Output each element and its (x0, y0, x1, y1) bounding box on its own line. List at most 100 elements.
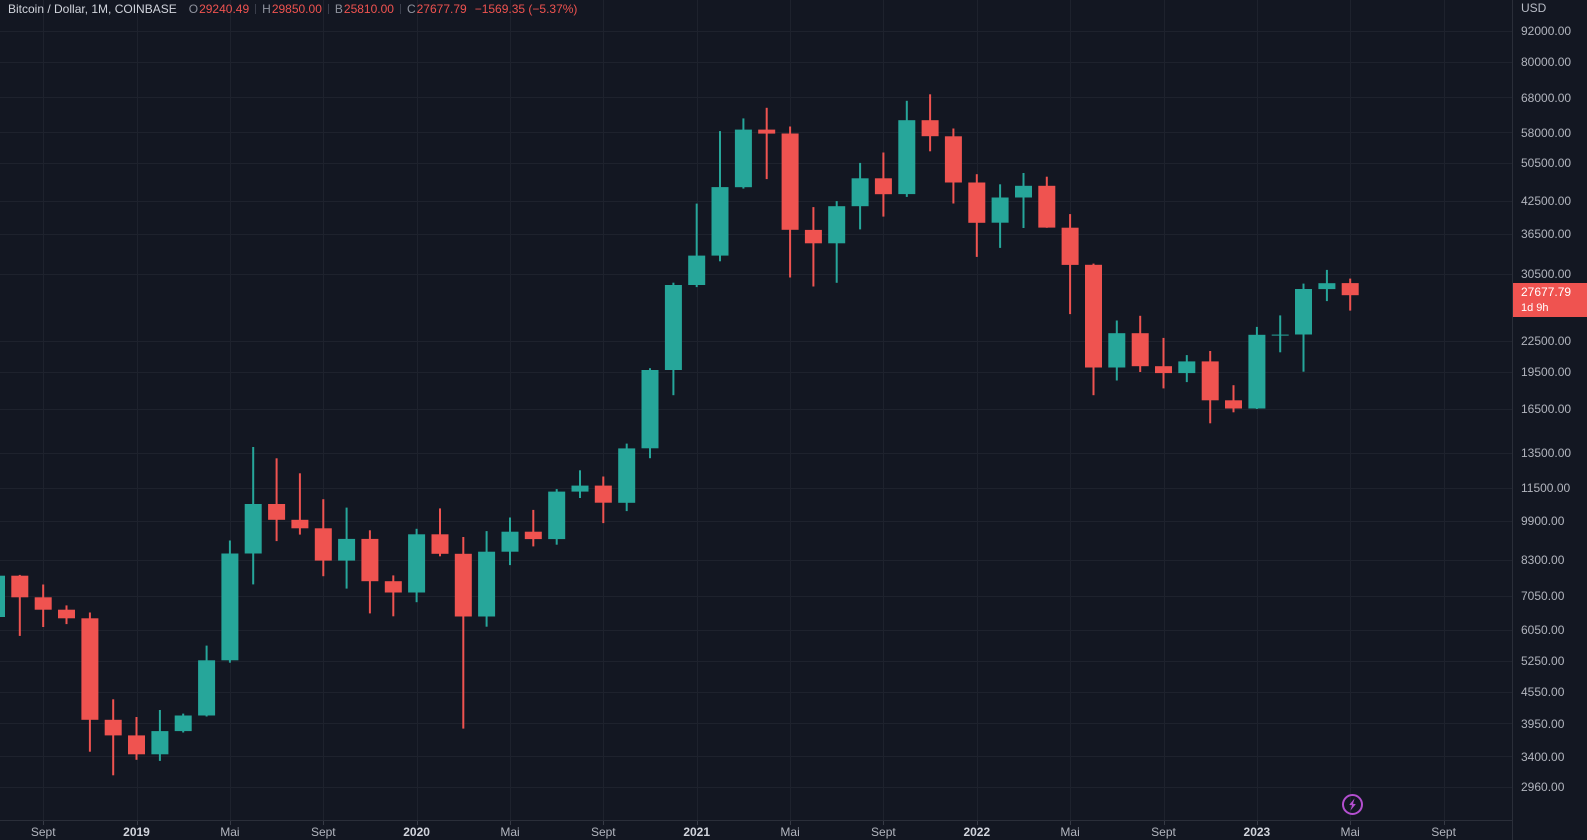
price-tick-label: 5250.00 (1521, 653, 1565, 668)
price-tick-label: 3950.00 (1521, 716, 1565, 731)
price-tick-label: 9900.00 (1521, 514, 1565, 529)
time-tick-mark (790, 821, 791, 825)
price-axis[interactable]: USD 92000.00 80000.00 68000.00 58000.00 5050… (1512, 0, 1587, 840)
candle (664, 282, 682, 396)
time-tick-mark (1350, 821, 1351, 825)
candle (104, 699, 122, 776)
price-tick-label: 19500.00 (1521, 365, 1572, 380)
candle (1015, 173, 1032, 228)
candle (221, 540, 239, 663)
candle (11, 574, 29, 636)
legend-divider (255, 4, 257, 14)
time-tick-label: Mai (1060, 825, 1080, 839)
time-tick-mark (137, 821, 138, 825)
candle (454, 537, 472, 729)
candle (898, 100, 916, 197)
price-tick-label: 80000.00 (1521, 54, 1572, 69)
candle (268, 458, 286, 542)
candle (758, 107, 776, 180)
time-tick-label: Sept (1151, 825, 1176, 839)
candle (58, 605, 75, 625)
candle (571, 470, 589, 498)
candle (548, 489, 566, 545)
candle (81, 612, 99, 752)
bar-countdown: 1d 9h (1521, 302, 1549, 314)
price-tick-label: 13500.00 (1521, 446, 1572, 461)
time-tick-label: 2023 (1243, 825, 1271, 839)
candle (34, 584, 52, 627)
legend-divider (327, 4, 329, 14)
time-tick-label: Sept (871, 825, 896, 839)
time-tick-mark (1444, 821, 1445, 825)
time-tick-mark (883, 821, 884, 825)
candle (174, 713, 192, 733)
candlestick-chart-canvas[interactable] (0, 0, 1512, 820)
symbol-title[interactable]: Bitcoin / Dollar, 1M, COINBASE (8, 2, 177, 16)
candle (874, 152, 892, 217)
time-tick-label: Sept (590, 825, 616, 839)
candle (1271, 315, 1289, 353)
price-tick-label: 3400.00 (1521, 749, 1565, 764)
candle (1155, 337, 1172, 389)
candle (1085, 263, 1102, 396)
price-tick-label: 50500.00 (1521, 155, 1572, 170)
candle (1295, 283, 1312, 372)
price-tick-label: 68000.00 (1521, 90, 1572, 105)
candle (1178, 355, 1196, 383)
low-value: 25810.00 (343, 2, 394, 16)
candle (1201, 351, 1219, 424)
time-tick-label: Mai (500, 825, 520, 839)
low-label: B (334, 2, 343, 16)
time-tick-label: Sept (310, 825, 336, 839)
time-tick-label: Mai (780, 825, 800, 839)
candle (828, 201, 846, 283)
candle (1248, 326, 1266, 409)
last-price-value: 27677.79 (1521, 285, 1572, 299)
time-tick-label: Mai (1340, 825, 1360, 839)
price-tick-label: 6050.00 (1521, 622, 1565, 637)
candle (991, 184, 1009, 248)
candle (1225, 385, 1242, 413)
events-lightning-button[interactable] (1342, 794, 1363, 815)
time-tick-mark (697, 821, 698, 825)
high-label: H (262, 2, 271, 16)
price-tick-label: 4550.00 (1521, 685, 1565, 700)
open-value: 29240.49 (199, 2, 250, 16)
time-tick-label: Sept (30, 825, 56, 839)
lightning-icon (1349, 798, 1356, 811)
candle (501, 517, 519, 566)
candle (1341, 278, 1359, 311)
candle (244, 447, 262, 585)
time-tick-mark (1164, 821, 1165, 825)
candle (781, 126, 799, 278)
close-label: C (406, 2, 416, 16)
price-tick-label: 22500.00 (1521, 333, 1572, 348)
time-tick-label: 2022 (963, 825, 991, 839)
candle (361, 530, 379, 614)
candle (641, 368, 659, 459)
candle (618, 443, 636, 512)
time-tick-mark (417, 821, 418, 825)
candle (734, 118, 752, 189)
candle (688, 203, 706, 288)
candle (151, 710, 169, 761)
price-tick-label: 2960.00 (1521, 779, 1565, 794)
time-tick-label: Mai (220, 825, 240, 839)
candle (291, 473, 309, 535)
candle (1131, 315, 1149, 372)
time-tick-label: 2021 (683, 825, 711, 839)
grid (0, 0, 1512, 820)
time-tick-label: 2019 (123, 825, 150, 839)
close-value: 27677.79 (416, 2, 467, 16)
time-axis[interactable]: Sept 2019 Mai Sept 2020 Mai Sept 2021 Mai Sept 202… (0, 820, 1512, 840)
candle (804, 207, 822, 287)
open-label: O (188, 2, 199, 16)
price-tick-label: 16500.00 (1521, 402, 1572, 416)
last-price-label: 27677.79 1d 9h (1513, 283, 1587, 317)
high-value: 29850.00 (271, 2, 322, 16)
price-tick-label: 8300.00 (1521, 553, 1565, 568)
candle (478, 531, 496, 627)
price-tick-label: 11500.00 (1521, 481, 1571, 496)
candle (711, 131, 729, 262)
